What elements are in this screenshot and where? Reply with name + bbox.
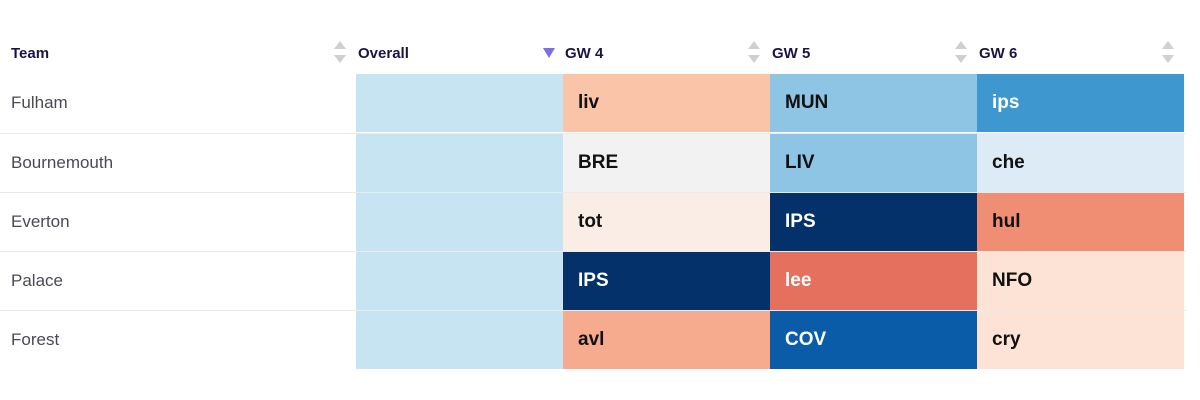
team-name: Everton <box>11 212 70 231</box>
team-name: Forest <box>11 330 60 349</box>
overall-cell <box>356 74 563 132</box>
fixture-cell: COV <box>770 311 977 369</box>
column-header-label: Team <box>11 44 50 62</box>
overall-cell <box>356 193 563 251</box>
column-header-gw5[interactable]: GW 5 <box>770 32 977 74</box>
table-row: Fulham liv MUN ips <box>0 74 1186 133</box>
fixture-cell: cry <box>977 311 1184 369</box>
sort-icon[interactable] <box>748 41 760 63</box>
column-header-overall[interactable]: Overall <box>356 32 563 74</box>
fixture-cell: ips <box>977 74 1184 132</box>
sort-descending-icon[interactable] <box>543 48 555 58</box>
table-row: Palace IPS lee NFO <box>0 251 1186 310</box>
fixture-cell: BRE <box>563 134 770 192</box>
fixture-cell: LIV <box>770 134 977 192</box>
fixture-cell: IPS <box>770 193 977 251</box>
column-header-label: GW 5 <box>772 44 811 62</box>
column-header-label: Overall <box>358 44 409 62</box>
fixture-difficulty-table: Team Overall GW 4 GW 5 GW 6 Fulham liv M… <box>0 32 1186 369</box>
column-header-gw6[interactable]: GW 6 <box>977 32 1184 74</box>
fixture-cell: NFO <box>977 252 1184 310</box>
column-header-label: GW 6 <box>979 44 1018 62</box>
table-row: Forest avl COV cry <box>0 310 1186 369</box>
fixture-cell: liv <box>563 74 770 132</box>
sort-icon[interactable] <box>955 41 967 63</box>
table-body: Fulham liv MUN ips Bournemouth BRE LIV c… <box>0 74 1186 369</box>
fixture-cell: tot <box>563 193 770 251</box>
team-name: Palace <box>11 271 63 290</box>
table-header: Team Overall GW 4 GW 5 GW 6 <box>0 32 1186 74</box>
fixture-cell: avl <box>563 311 770 369</box>
sort-icon[interactable] <box>334 41 346 63</box>
fixture-cell: MUN <box>770 74 977 132</box>
table-row: Bournemouth BRE LIV che <box>0 133 1186 192</box>
fixture-cell: hul <box>977 193 1184 251</box>
overall-cell <box>356 311 563 369</box>
team-name: Fulham <box>11 93 68 112</box>
table-row: Everton tot IPS hul <box>0 192 1186 251</box>
column-header-label: GW 4 <box>565 44 604 62</box>
overall-cell <box>356 134 563 192</box>
fixture-cell: lee <box>770 252 977 310</box>
sort-icon[interactable] <box>1162 41 1174 63</box>
column-header-team[interactable]: Team <box>0 32 356 74</box>
column-header-gw4[interactable]: GW 4 <box>563 32 770 74</box>
fixture-cell: che <box>977 134 1184 192</box>
overall-cell <box>356 252 563 310</box>
fixture-cell: IPS <box>563 252 770 310</box>
team-name: Bournemouth <box>11 153 114 172</box>
